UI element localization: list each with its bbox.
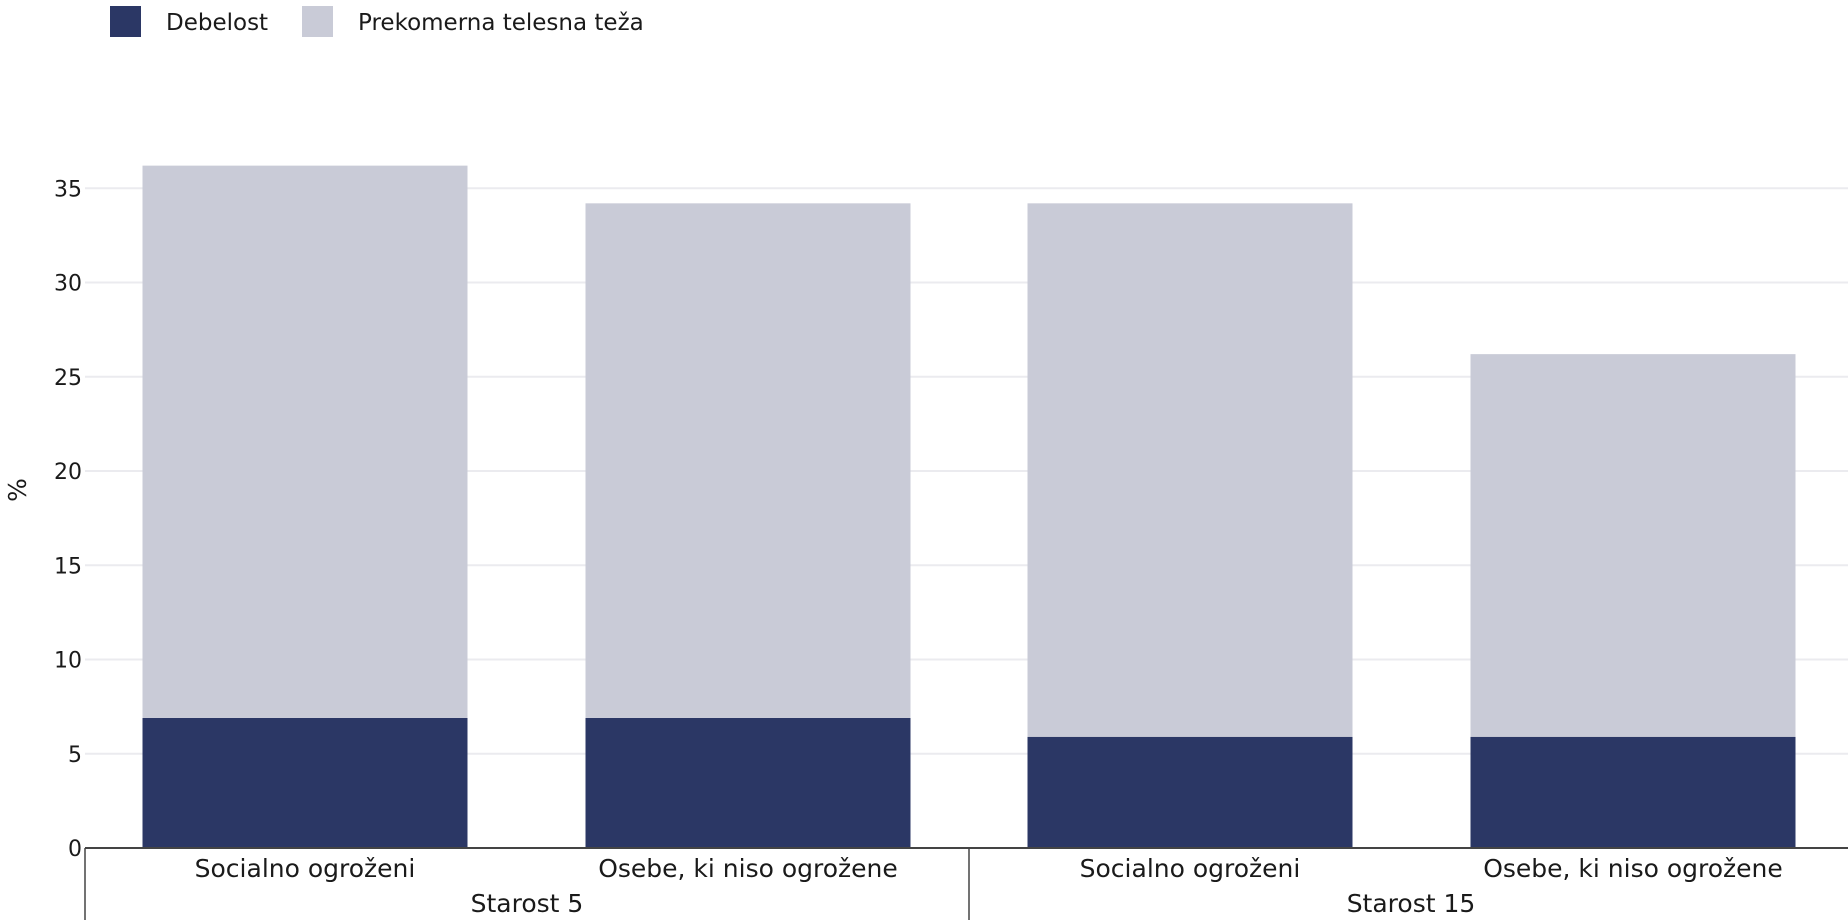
bar-segment xyxy=(142,165,468,718)
bar-segment xyxy=(142,717,468,848)
bar-segment xyxy=(1027,203,1353,737)
legend-swatch xyxy=(302,6,333,37)
y-axis: 0 5 10 15 20 25 30 35 xyxy=(54,177,82,862)
category-label: Socialno ogroženi xyxy=(1080,854,1301,883)
bar-segment xyxy=(1027,736,1353,848)
legend: Debelost Prekomerna telesna teža xyxy=(110,6,644,37)
bar-segment xyxy=(585,203,911,718)
legend-label: Debelost xyxy=(166,10,268,36)
bar-segment xyxy=(585,717,911,848)
y-tick-label: 25 xyxy=(54,366,82,391)
bars xyxy=(142,165,1796,848)
y-tick-label: 35 xyxy=(54,177,82,202)
y-tick-label: 15 xyxy=(54,554,82,579)
y-tick-label: 0 xyxy=(68,837,82,862)
y-tick-label: 20 xyxy=(54,460,82,485)
y-axis-title: % xyxy=(3,478,32,502)
category-label: Osebe, ki niso ogrožene xyxy=(598,854,898,883)
y-tick-label: 30 xyxy=(54,272,82,297)
category-label: Socialno ogroženi xyxy=(195,854,416,883)
category-label: Osebe, ki niso ogrožene xyxy=(1483,854,1783,883)
y-tick-label: 10 xyxy=(54,649,82,674)
legend-swatch xyxy=(110,6,141,37)
legend-label: Prekomerna telesna teža xyxy=(358,10,644,36)
x-axis: Socialno ogroženi Osebe, ki niso ogrožene… xyxy=(84,847,1848,920)
y-tick-label: 5 xyxy=(68,743,82,768)
group-label: Starost 5 xyxy=(471,889,584,918)
group-label: Starost 15 xyxy=(1347,889,1476,918)
bar-segment xyxy=(1470,354,1796,737)
bar-segment xyxy=(1470,736,1796,848)
